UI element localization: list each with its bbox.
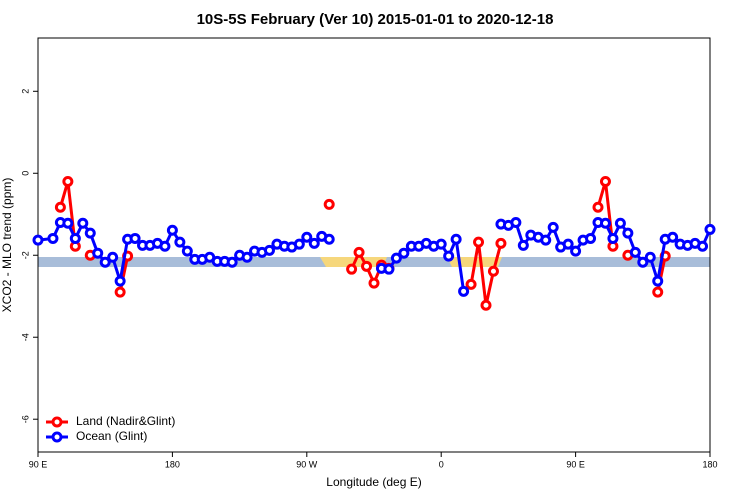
point: [607, 232, 619, 244]
point: [487, 265, 499, 277]
point: [622, 227, 634, 239]
point: [323, 198, 335, 210]
point: [547, 221, 559, 233]
x-axis-label: Longitude (deg E): [326, 475, 421, 489]
point: [473, 236, 485, 248]
point: [435, 238, 447, 250]
legend-marker: [51, 416, 63, 428]
point: [241, 251, 253, 263]
point: [114, 275, 126, 287]
point: [599, 175, 611, 187]
point: [697, 240, 709, 252]
point: [92, 247, 104, 259]
x-tick-label: 180: [165, 459, 180, 469]
point: [570, 245, 582, 257]
point: [301, 231, 313, 243]
point: [129, 232, 141, 244]
point: [62, 175, 74, 187]
y-tick-label: 2: [20, 89, 30, 94]
y-tick-label: 0: [20, 171, 30, 176]
x-tick-label: 90 W: [296, 459, 318, 469]
legend-label: Land (Nadir&Glint): [76, 414, 175, 428]
point: [62, 217, 74, 229]
point: [390, 252, 402, 264]
y-tick-label: -6: [20, 415, 30, 423]
point: [704, 223, 716, 235]
point: [398, 247, 410, 259]
point: [84, 227, 96, 239]
point: [226, 256, 238, 268]
point: [263, 244, 275, 256]
point: [361, 260, 373, 272]
point: [510, 216, 522, 228]
land-ocean-band: [38, 257, 710, 267]
point: [450, 233, 462, 245]
point: [652, 275, 664, 287]
point: [383, 263, 395, 275]
point: [346, 263, 358, 275]
point: [99, 256, 111, 268]
point: [323, 233, 335, 245]
point: [32, 234, 44, 246]
point: [308, 237, 320, 249]
x-tick-label: 180: [702, 459, 717, 469]
y-tick-label: -2: [20, 251, 30, 259]
point: [517, 239, 529, 251]
point: [592, 201, 604, 213]
point: [166, 224, 178, 236]
point: [293, 238, 305, 250]
x-tick-label: 0: [439, 459, 444, 469]
point: [47, 232, 59, 244]
point: [465, 278, 477, 290]
legend-label: Ocean (Glint): [76, 429, 147, 443]
point: [181, 245, 193, 257]
point: [562, 238, 574, 250]
chart-title: 10S-5S February (Ver 10) 2015-01-01 to 2…: [197, 11, 554, 28]
point: [585, 232, 597, 244]
point: [443, 250, 455, 262]
point: [69, 232, 81, 244]
point: [368, 277, 380, 289]
point: [495, 237, 507, 249]
point: [353, 246, 365, 258]
point: [599, 217, 611, 229]
point: [174, 236, 186, 248]
point: [644, 251, 656, 263]
point: [54, 201, 66, 213]
series: [32, 216, 716, 297]
x-tick-label: 90 E: [29, 459, 48, 469]
point: [667, 231, 679, 243]
point: [480, 299, 492, 311]
point: [159, 240, 171, 252]
legend-marker: [51, 431, 63, 443]
point: [114, 286, 126, 298]
point: [458, 285, 470, 297]
y-axis-label: XCO2 - MLO trend (ppm): [0, 178, 14, 313]
point: [614, 217, 626, 229]
point: [652, 286, 664, 298]
point: [107, 251, 119, 263]
point: [77, 217, 89, 229]
point: [637, 256, 649, 268]
y-tick-label: -4: [20, 333, 30, 341]
point: [540, 234, 552, 246]
point: [629, 246, 641, 258]
x-tick-label: 90 E: [566, 459, 585, 469]
